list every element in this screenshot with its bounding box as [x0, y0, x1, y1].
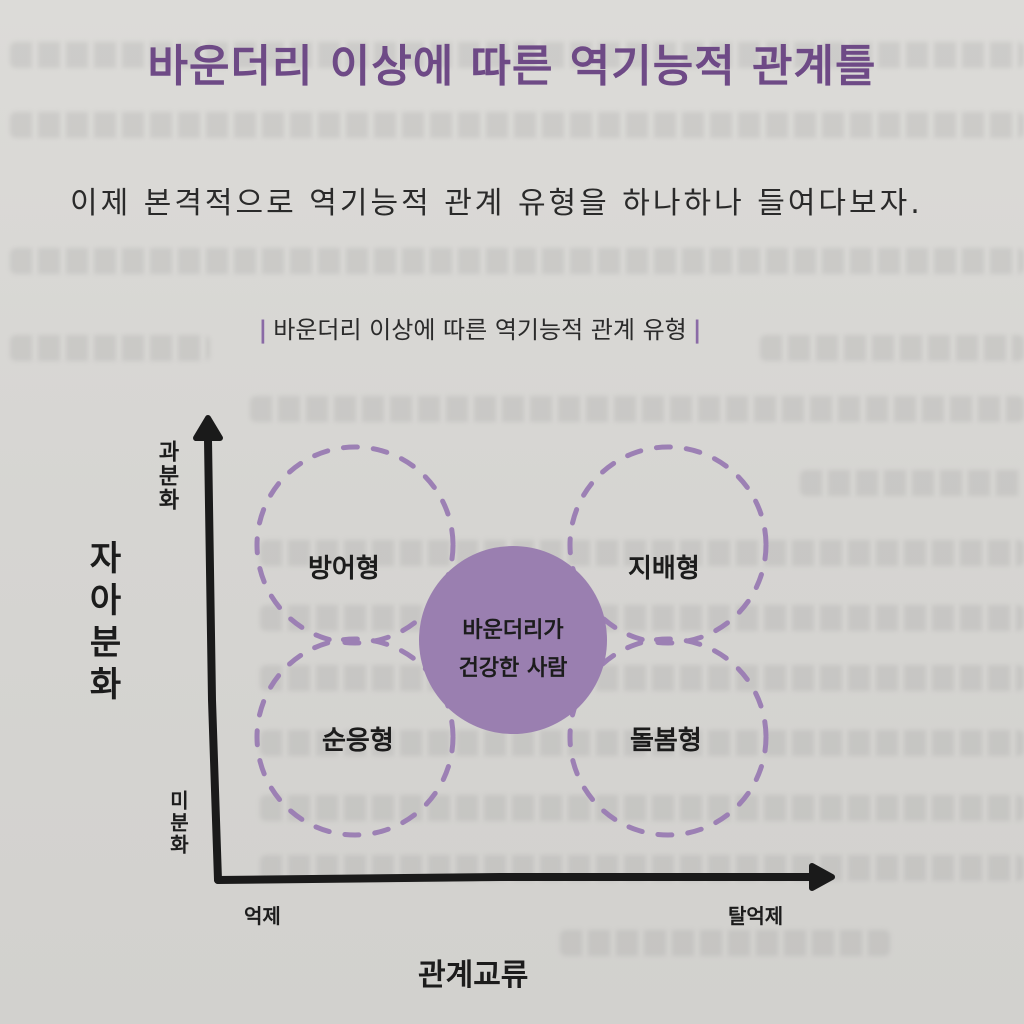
bleed-through-line [260, 605, 1024, 631]
bleed-through-line [260, 730, 1024, 756]
bleed-through-line [10, 42, 1024, 68]
y-axis-top-label: 과분화 [154, 440, 179, 512]
center-label: 바운더리가 건강한 사람 [419, 612, 607, 688]
quadrant-circle-bottom-left [254, 636, 456, 838]
y-axis-line [204, 436, 222, 884]
quadrant-circle-bottom-right [567, 636, 769, 838]
center-label-line2: 건강한 사람 [458, 656, 568, 681]
x-axis-title: 관계교류 [418, 958, 529, 993]
quadrant-label-caring: 돌봄형 [630, 726, 702, 756]
bleed-through-line [260, 665, 1024, 691]
figure-caption: | 바운더리 이상에 따른 역기능적 관계 유형 | [0, 310, 960, 345]
bleed-through-line [260, 540, 1024, 566]
quadrant-label-dominant: 지배형 [628, 554, 700, 584]
quadrant-label-compliant: 순응형 [322, 726, 394, 756]
x-axis-arrow-icon [809, 863, 835, 891]
bleed-through-line [760, 335, 1024, 361]
quadrant-label-defensive: 방어형 [308, 554, 380, 584]
bleed-through-line [250, 396, 1024, 422]
x-axis-line [214, 873, 819, 884]
x-axis-right-label: 탈억제 [728, 904, 784, 928]
bleed-through-line [560, 930, 890, 956]
x-axis-left-label: 억제 [244, 904, 281, 928]
caption-bar-right: | [692, 316, 702, 344]
quadrant-circle-top-left [254, 444, 456, 646]
bleed-through-line [10, 248, 1024, 274]
bleed-through-line [10, 112, 1024, 138]
y-axis-title: 자아분화 [82, 540, 122, 708]
bleed-through-line [10, 335, 210, 361]
bleed-through-line [800, 470, 1024, 496]
lead-paragraph: 이제 본격적으로 역기능적 관계 유형을 하나하나 들여다보자. [70, 186, 923, 221]
center-healthy-circle [419, 546, 607, 734]
y-axis-bottom-label: 미분화 [166, 790, 190, 856]
y-axis-arrow-icon [193, 415, 223, 441]
section-title: 바운더리 이상에 따른 역기능적 관계틀 [147, 41, 877, 92]
figure-caption-text: 바운더리 이상에 따른 역기능적 관계 유형 [273, 316, 687, 344]
bleed-through-line [260, 795, 1024, 821]
caption-bar-left: | [258, 316, 268, 344]
center-label-line1: 바운더리가 [462, 618, 564, 643]
quadrant-circle-top-right [567, 444, 769, 646]
